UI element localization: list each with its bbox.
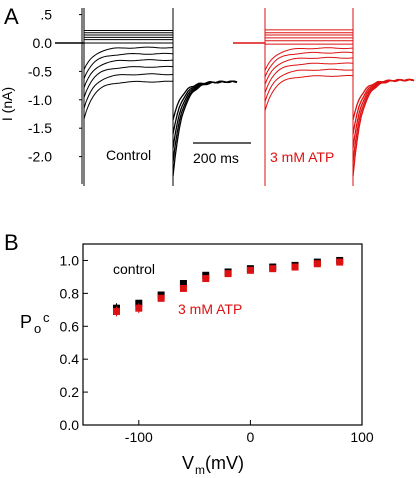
panel-b-plot-frame	[82, 243, 363, 426]
panel-b-x-axis-title: V m (mV)	[182, 453, 244, 477]
panel-a-y-tick-label: 0.0	[33, 35, 53, 51]
panel-b-y-tick-label: 0.0	[60, 417, 80, 433]
control-step-trace	[83, 59, 174, 88]
panel-b-axes: -100 0 100 0.0 0.2 0.4 0.6 0.8 1.0	[60, 252, 374, 445]
time-scale-bar-label: 200 ms	[193, 150, 239, 166]
atp-step-trace	[264, 51, 354, 78]
panel-a-y-tick-label: -1.0	[28, 92, 52, 108]
atp-trace-label: 3 mM ATP	[270, 149, 334, 165]
x-axis-title-main: V	[182, 453, 194, 473]
atp-data-point	[112, 307, 120, 315]
atp-step-trace	[264, 62, 354, 93]
atp-data-point	[157, 294, 165, 302]
panel-b-x-tick-label: -100	[125, 429, 153, 445]
control-legend-label: control	[113, 261, 155, 277]
panel-b-letter: B	[4, 230, 19, 255]
panel-b-y-tick-label: 0.6	[60, 318, 80, 334]
panel-b-x-tick-label: 0	[247, 429, 255, 445]
panel-b-y-tick-label: 0.8	[60, 285, 80, 301]
x-axis-title-subscript: m	[195, 463, 205, 477]
panel-b-y-tick-label: 0.4	[60, 351, 80, 367]
atp-tail-trace	[352, 78, 415, 163]
atp-data-point	[135, 304, 143, 312]
panel-b-points	[112, 256, 344, 317]
atp-data-point	[179, 284, 187, 292]
atp-data-point	[269, 265, 277, 273]
control-tail-trace	[172, 80, 238, 121]
atp-step-trace	[264, 68, 354, 102]
atp-tail-trace	[352, 78, 415, 135]
atp-data-point	[224, 270, 232, 278]
y-axis-title-main: P	[20, 312, 32, 332]
atp-data-point	[313, 260, 321, 268]
control-step-trace	[83, 46, 174, 70]
panel-a-traces	[55, 8, 415, 186]
atp-tail-trace	[352, 78, 415, 121]
y-axis-title-subscript: o	[34, 321, 41, 336]
panel-a-y-tick-label: -0.5	[28, 63, 52, 79]
atp-data-point	[336, 258, 344, 266]
panel-a-y-tick-label: -2.0	[28, 149, 52, 165]
panel-b-y-axis-title: P o c	[20, 310, 50, 336]
control-step-trace	[83, 52, 174, 79]
atp-step-trace	[264, 75, 354, 111]
panel-b-y-tick-label: 0.2	[60, 384, 80, 400]
y-axis-title-superscript: c	[43, 310, 50, 325]
atp-step-trace	[264, 56, 354, 85]
panel-b-y-tick-label: 1.0	[60, 252, 80, 268]
atp-data-point	[202, 275, 210, 283]
atp-legend-label: 3 mM ATP	[178, 301, 242, 317]
atp-data-point	[291, 263, 299, 271]
control-tail-trace	[172, 80, 238, 135]
panel-b-x-tick-label: 100	[350, 429, 374, 445]
panel-a-y-tick-label: .5	[40, 7, 52, 23]
panel-a-y-axis-label: I (nA)	[0, 87, 15, 121]
panel-a-letter: A	[4, 4, 19, 29]
control-step-trace	[83, 65, 174, 98]
x-axis-title-unit: (mV)	[205, 453, 244, 473]
control-step-trace	[83, 80, 174, 120]
control-step-trace	[83, 73, 174, 109]
panel-a-y-tick-label: -1.5	[28, 120, 52, 136]
atp-step-trace	[264, 47, 354, 71]
control-data-point	[179, 279, 187, 287]
atp-data-point	[246, 266, 254, 274]
control-trace-label: Control	[106, 147, 151, 163]
panel-a-y-axis: .5 0.0 -0.5 -1.0 -1.5 -2.0	[28, 7, 83, 184]
